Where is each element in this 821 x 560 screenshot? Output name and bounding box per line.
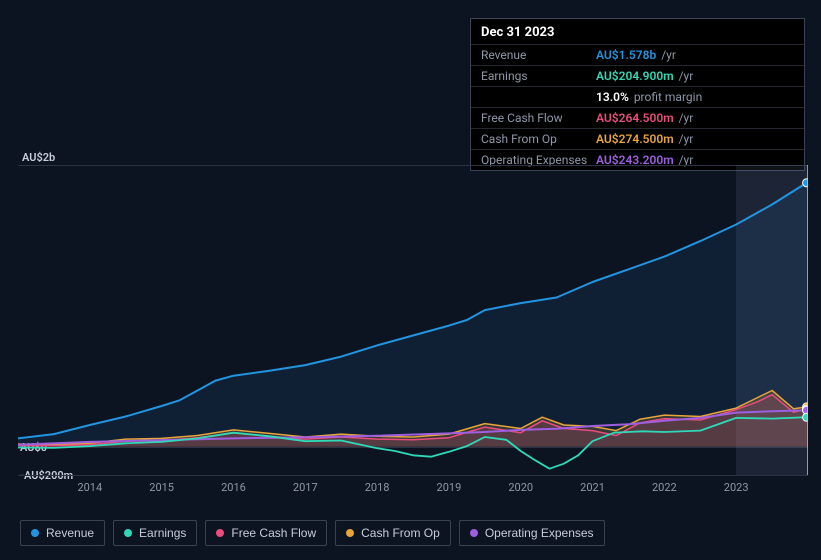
legend-item-earnings[interactable]: Earnings: [113, 520, 197, 546]
legend-swatch-icon: [216, 529, 224, 537]
chart-svg: [18, 165, 808, 475]
tooltip-row-label: Free Cash Flow: [481, 111, 596, 125]
x-axis-label: 2017: [293, 481, 318, 494]
tooltip-date: Dec 31 2023: [471, 19, 804, 45]
legend-swatch-icon: [470, 529, 478, 537]
hover-vertical-line: [807, 165, 808, 475]
legend-label: Cash From Op: [361, 526, 440, 540]
legend-item-cash-from-op[interactable]: Cash From Op: [335, 520, 451, 546]
x-axis-label: 2022: [652, 481, 677, 494]
x-axis-label: 2018: [365, 481, 390, 494]
tooltip-row-value: 13.0%: [596, 90, 629, 104]
tooltip-row-unit: profit margin: [631, 90, 702, 104]
tooltip-row: Free Cash FlowAU$264.500m /yr: [471, 108, 804, 129]
x-axis-label: 2020: [508, 481, 533, 494]
legend-item-operating-expenses[interactable]: Operating Expenses: [459, 520, 605, 546]
legend-label: Revenue: [46, 526, 94, 540]
y-axis-label: AU$2b: [22, 151, 55, 164]
x-axis-label: 2019: [437, 481, 462, 494]
tooltip-row-unit: /yr: [676, 69, 694, 83]
financial-chart[interactable]: AU$2bAU$0-AU$200m 2014201520162017201820…: [18, 165, 808, 475]
legend-item-revenue[interactable]: Revenue: [20, 520, 105, 546]
chart-legend: Revenue Earnings Free Cash Flow Cash From O…: [20, 520, 605, 546]
x-axis-label: 2015: [149, 481, 174, 494]
x-axis-label: 2016: [221, 481, 246, 494]
x-axis-label: 2023: [724, 481, 749, 494]
tooltip-row: Cash From OpAU$274.500m /yr: [471, 129, 804, 150]
tooltip-row-label: Earnings: [481, 69, 596, 83]
legend-swatch-icon: [124, 529, 132, 537]
gridline: [18, 475, 808, 476]
tooltip-row-label: Cash From Op: [481, 132, 596, 146]
tooltip-row-label: Revenue: [481, 48, 596, 62]
tooltip-row: RevenueAU$1.578b /yr: [471, 45, 804, 66]
series-fill-revenue: [18, 182, 808, 447]
tooltip-row-unit: /yr: [676, 132, 694, 146]
legend-label: Operating Expenses: [485, 526, 594, 540]
tooltip-row-value: AU$274.500m: [596, 132, 674, 146]
x-axis-label: 2021: [580, 481, 605, 494]
tooltip-row-value: AU$204.900m: [596, 69, 674, 83]
tooltip-row-unit: /yr: [658, 48, 676, 62]
tooltip-row-value: AU$1.578b: [596, 48, 656, 62]
tooltip-row: EarningsAU$204.900m /yr: [471, 66, 804, 87]
chart-tooltip: Dec 31 2023 RevenueAU$1.578b /yrEarnings…: [470, 18, 805, 171]
legend-swatch-icon: [346, 529, 354, 537]
tooltip-row-label: [481, 90, 596, 104]
tooltip-row: 13.0% profit margin: [471, 87, 804, 108]
legend-swatch-icon: [31, 529, 39, 537]
legend-label: Free Cash Flow: [231, 526, 316, 540]
x-axis-label: 2014: [77, 481, 102, 494]
tooltip-row-unit: /yr: [676, 111, 694, 125]
legend-label: Earnings: [139, 526, 186, 540]
tooltip-row-value: AU$264.500m: [596, 111, 674, 125]
legend-item-free-cash-flow[interactable]: Free Cash Flow: [205, 520, 327, 546]
